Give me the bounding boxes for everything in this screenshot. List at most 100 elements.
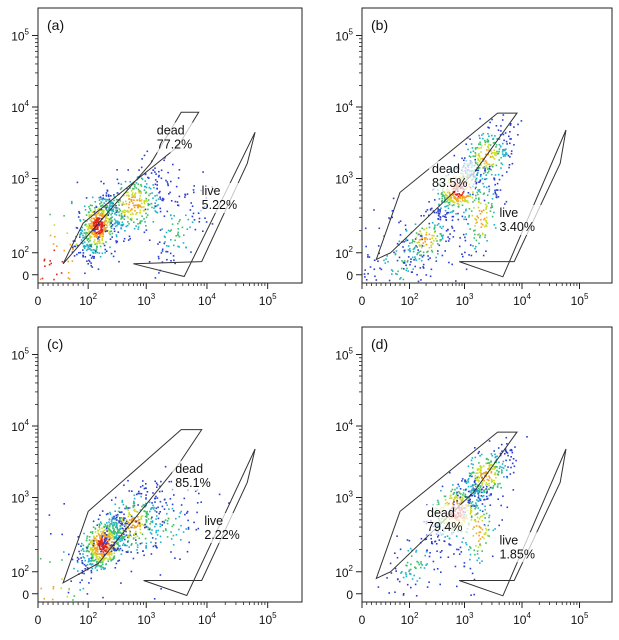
event-dot xyxy=(145,521,148,523)
event-dot xyxy=(453,230,456,232)
event-dot xyxy=(82,249,84,251)
event-dot xyxy=(469,509,472,511)
event-dot xyxy=(139,205,142,208)
event-dot xyxy=(409,250,411,253)
event-dot xyxy=(402,261,404,263)
event-dot xyxy=(92,549,95,551)
event-dot xyxy=(365,279,368,281)
event-dot xyxy=(467,148,469,151)
event-dot xyxy=(111,533,113,535)
event-dot xyxy=(485,458,488,460)
event-dot xyxy=(501,463,504,465)
event-dot xyxy=(124,230,126,232)
event-dot xyxy=(132,524,135,527)
event-dot xyxy=(396,578,399,581)
event-dot xyxy=(76,559,79,562)
event-dot xyxy=(93,542,95,545)
event-dot xyxy=(487,524,489,527)
event-dot xyxy=(185,214,187,217)
event-dot xyxy=(487,133,489,135)
event-dot xyxy=(131,194,133,196)
event-dot xyxy=(91,555,93,557)
event-dot xyxy=(137,188,140,191)
event-dot xyxy=(493,450,495,452)
event-dot xyxy=(159,210,162,213)
event-dot xyxy=(461,541,463,543)
event-dot xyxy=(147,513,149,516)
event-dot xyxy=(109,220,111,223)
event-dot xyxy=(43,258,46,261)
event-dot xyxy=(111,205,114,208)
event-dot xyxy=(474,155,476,158)
event-dot xyxy=(98,523,101,525)
event-dot xyxy=(95,214,97,216)
event-dot xyxy=(125,520,128,523)
event-dot xyxy=(159,485,161,488)
event-dot xyxy=(198,492,200,495)
event-dot xyxy=(118,507,121,509)
event-dot xyxy=(449,196,451,199)
event-dot xyxy=(155,529,158,532)
event-dot xyxy=(128,206,130,209)
event-dot xyxy=(431,234,433,237)
event-dot xyxy=(143,210,145,212)
event-dot xyxy=(127,536,130,539)
event-dot xyxy=(81,572,83,574)
event-dot xyxy=(120,216,123,218)
event-dot xyxy=(91,557,94,559)
event-dot xyxy=(469,553,472,556)
event-dot xyxy=(102,551,105,553)
event-dot xyxy=(484,531,487,534)
x-axis: 0 102 103 104 105 xyxy=(35,602,277,627)
event-dot xyxy=(143,199,145,202)
event-dot xyxy=(91,231,93,234)
event-dot xyxy=(458,553,461,555)
event-dot xyxy=(141,542,143,544)
event-dot xyxy=(483,192,485,195)
event-dot xyxy=(94,209,96,211)
event-dot xyxy=(478,134,480,137)
event-dot xyxy=(98,223,100,226)
event-dot xyxy=(478,233,480,235)
event-dot xyxy=(466,200,469,202)
event-dot xyxy=(391,210,394,212)
event-dot xyxy=(177,177,180,179)
event-dot xyxy=(91,222,93,224)
event-dot xyxy=(465,268,468,271)
event-dot xyxy=(116,522,118,525)
event-dot xyxy=(69,243,72,246)
event-dot xyxy=(124,507,126,510)
event-dot xyxy=(488,188,491,191)
event-dot xyxy=(425,210,427,213)
event-dot xyxy=(100,564,103,567)
event-dot xyxy=(97,210,100,213)
event-dot xyxy=(127,515,130,518)
event-dot xyxy=(136,549,138,551)
event-dot xyxy=(455,200,458,202)
event-dot xyxy=(142,480,144,482)
event-dot xyxy=(470,473,472,475)
event-dot xyxy=(475,506,477,509)
event-dot xyxy=(483,185,485,188)
event-dot xyxy=(88,248,91,250)
event-dot xyxy=(448,502,450,505)
event-dot xyxy=(135,520,137,523)
event-dot xyxy=(504,155,507,157)
event-dot xyxy=(485,225,488,227)
event-dot xyxy=(159,511,161,513)
event-dot xyxy=(147,204,150,207)
event-dot xyxy=(114,540,117,543)
event-dot xyxy=(126,210,129,213)
event-dot xyxy=(136,205,139,207)
event-dot xyxy=(159,500,162,503)
event-dot xyxy=(482,172,485,175)
event-dot xyxy=(53,278,55,281)
event-dot xyxy=(416,253,418,256)
event-dot xyxy=(147,202,149,205)
event-dot xyxy=(132,502,135,505)
event-dot xyxy=(150,202,153,205)
event-dot xyxy=(453,197,456,200)
event-dot xyxy=(163,498,166,501)
event-dot xyxy=(455,495,457,497)
event-dot xyxy=(506,476,509,479)
